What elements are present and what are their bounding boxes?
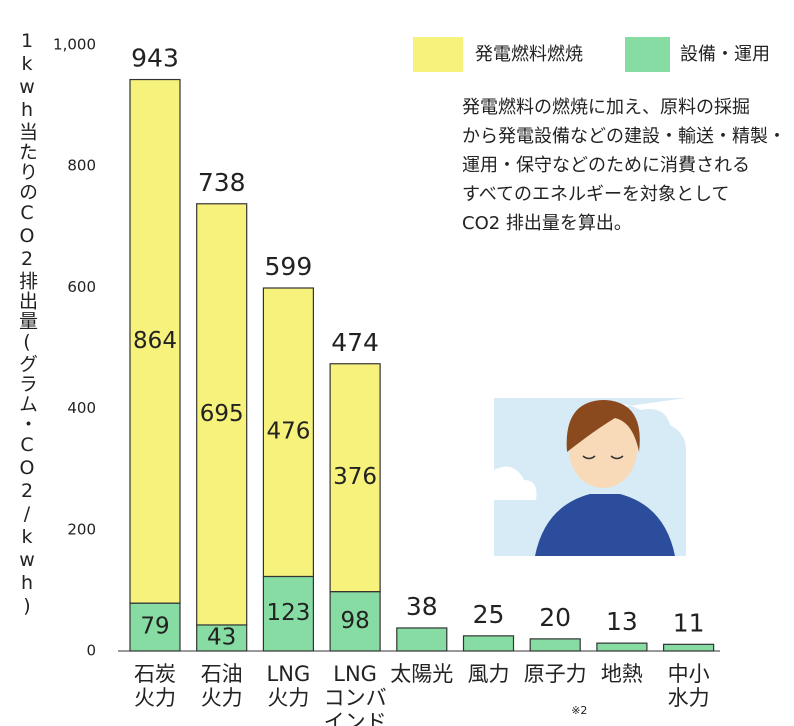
chart: 0 200 400 600 800 1,000 79 864 943 43 695 738 123 476… [0,0,794,726]
segment-label: 376 [333,464,377,490]
y-tick-label: 0 [86,642,96,660]
y-axis-label: 1kwh当たりのCO2排出量(グラム・CO2/kwh) [14,30,41,680]
segment-label: 79 [140,614,169,640]
annotation-line: すべてのエネルギーを対象として [462,180,729,206]
y-tick-label: 800 [67,157,96,175]
category-note: ※2 [571,704,587,717]
x-tick-label: 石炭 火力 [120,662,190,710]
legend-label: 設備・運用 [680,44,770,65]
total-label: 474 [331,328,379,357]
y-tick-label: 1,000 [53,36,96,54]
annotation-line: 運用・保守などのために消費される [462,151,750,177]
total-label: 943 [131,44,179,73]
total-label: 11 [673,608,705,637]
x-tick-label: 太陽光 [387,662,457,686]
annotation-line: 発電燃料の燃焼に加え、原料の採掘 [462,93,750,119]
y-tick-label: 200 [67,520,96,538]
total-label: 25 [473,600,505,629]
legend-swatch [413,37,463,72]
x-tick-label: 原子力 [520,662,590,686]
illustration [494,398,686,556]
x-tick-label: 石油 火力 [187,662,257,710]
bar-segment [464,636,514,651]
x-tick-label: 地熱 [587,662,657,686]
segment-label: 476 [266,419,310,445]
annotation-line: から発電設備などの建設・輸送・精製・ [462,122,786,148]
x-tick-label: LNG コンバインド [320,662,390,726]
total-label: 599 [265,252,313,281]
legend-label: 発電燃料燃焼 [475,44,583,65]
total-label: 738 [198,168,246,197]
segment-label: 98 [340,608,369,634]
total-label: 13 [606,607,638,636]
bar-segment [597,643,647,651]
bar-segment [664,644,714,651]
x-tick-label: 風力 [454,662,524,686]
legend-swatch [625,37,670,72]
total-label: 20 [539,603,571,632]
segment-label: 43 [207,624,236,650]
bar-segment [530,639,580,651]
total-label: 38 [406,592,438,621]
x-tick-label: 中小 水力 [654,662,724,710]
segment-label: 695 [200,401,244,427]
segment-label: 864 [133,328,177,354]
x-tick-label: LNG 火力 [253,662,323,710]
segment-label: 123 [266,600,310,626]
y-tick-label: 600 [67,278,96,296]
y-tick-label: 400 [67,399,96,417]
bar-segment [397,628,447,651]
annotation-line: CO2 排出量を算出。 [462,209,632,235]
